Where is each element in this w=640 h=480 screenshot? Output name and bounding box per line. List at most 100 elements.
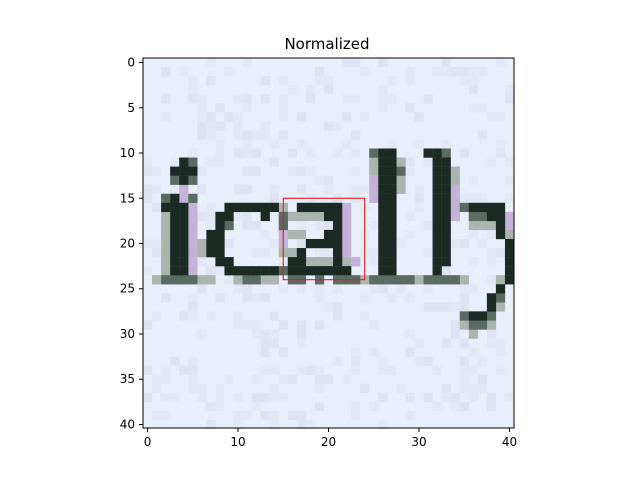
x-tick-label: 40 — [502, 435, 517, 449]
heatmap-cell — [314, 76, 325, 86]
heatmap-cell-light — [495, 275, 506, 285]
heatmap-cell-ink — [387, 157, 397, 167]
heatmap-cell-mid — [477, 211, 488, 222]
heatmap-cell — [369, 401, 379, 412]
heatmap-cell — [333, 356, 343, 366]
heatmap-cell-mid — [188, 157, 198, 167]
heatmap-cell-ink — [468, 311, 479, 321]
heatmap-cell — [143, 320, 153, 330]
heatmap-cell — [161, 392, 171, 403]
heatmap-cell — [161, 365, 171, 375]
heatmap-cell-ink — [387, 184, 397, 194]
heatmap-cell — [378, 419, 388, 430]
heatmap-cell-ink — [179, 238, 189, 249]
heatmap-cell — [305, 166, 316, 176]
heatmap-cell-ink — [333, 220, 343, 231]
heatmap-cell — [287, 85, 298, 95]
heatmap-cell — [414, 356, 424, 366]
heatmap-cell — [387, 139, 397, 149]
heatmap-cell — [459, 302, 469, 312]
heatmap-cell-tint — [179, 184, 189, 194]
heatmap-cell-light — [486, 320, 497, 330]
heatmap-cell-ink — [323, 266, 334, 276]
heatmap-cell — [459, 148, 469, 158]
heatmap-cell — [369, 257, 379, 267]
heatmap-cell-ink — [432, 220, 442, 231]
heatmap-cell — [260, 229, 270, 240]
heatmap-cell — [477, 103, 488, 113]
heatmap-cell — [188, 365, 198, 375]
heatmap-cell — [441, 338, 451, 348]
heatmap-cell-mid — [396, 275, 406, 285]
heatmap-cell — [215, 392, 225, 403]
heatmap-cell — [224, 112, 234, 122]
heatmap-cell — [486, 112, 497, 122]
heatmap-cell — [143, 184, 153, 194]
heatmap-cell — [333, 311, 343, 321]
heatmap-cell-ink — [378, 175, 388, 185]
heatmap-cell — [450, 302, 460, 312]
heatmap-cell-ink — [495, 284, 506, 294]
heatmap-cell — [468, 365, 479, 375]
heatmap-cell — [414, 139, 424, 149]
heatmap-cell — [170, 392, 180, 403]
heatmap-cell-mid — [251, 275, 261, 285]
heatmap-cell — [360, 311, 370, 321]
heatmap-cell-ink — [296, 202, 307, 213]
heatmap-cell — [242, 220, 252, 231]
heatmap-cell-ink — [314, 238, 325, 249]
heatmap-cell-ink — [432, 148, 442, 158]
heatmap-cell — [468, 193, 479, 203]
heatmap-cell — [233, 419, 243, 430]
heatmap-cell-light — [495, 302, 506, 312]
heatmap-cell — [152, 184, 162, 194]
heatmap-cell — [342, 58, 352, 68]
heatmap-cell — [233, 94, 243, 104]
heatmap-cell — [242, 284, 252, 294]
heatmap-cell-mid — [405, 275, 415, 285]
heatmap-cell-ink — [387, 148, 397, 158]
heatmap-cell-mid — [495, 293, 506, 303]
heatmap-cell — [260, 248, 270, 258]
heatmap-cell — [405, 76, 415, 86]
heatmap-cell — [197, 121, 207, 131]
heatmap-cell — [378, 103, 388, 113]
heatmap-cell-ink — [179, 266, 189, 276]
heatmap-cell — [242, 410, 252, 421]
heatmap-cell-light — [161, 266, 171, 276]
heatmap-cell-ink — [378, 202, 388, 213]
heatmap-cell — [251, 329, 261, 339]
heatmap-cell — [423, 302, 433, 312]
heatmap-cell — [179, 67, 189, 77]
heatmap-cell-ink — [378, 238, 388, 249]
heatmap-cell — [486, 248, 497, 258]
heatmap-cell-tint — [450, 202, 460, 213]
heatmap-cell-tint — [342, 229, 352, 240]
heatmap-cell — [459, 356, 469, 366]
heatmap-cell — [296, 184, 307, 194]
heatmap-cell — [405, 157, 415, 167]
heatmap-cell — [495, 347, 506, 357]
heatmap-cell — [242, 166, 252, 176]
heatmap-cell — [269, 392, 279, 403]
heatmap-cell-ink — [387, 257, 397, 267]
heatmap-cell — [269, 311, 279, 321]
heatmap-cell-ink — [504, 248, 515, 258]
heatmap-cell — [206, 211, 216, 222]
heatmap-cell — [278, 284, 288, 294]
heatmap-cell — [323, 302, 334, 312]
heatmap-cell — [278, 347, 288, 357]
heatmap-cell-ink — [378, 257, 388, 267]
heatmap-cell-ink — [170, 238, 180, 249]
heatmap-cell — [423, 284, 433, 294]
heatmap-cell-mid — [450, 275, 460, 285]
heatmap-cell-ink — [224, 266, 234, 276]
heatmap-cell — [233, 284, 243, 294]
heatmap-cell — [495, 248, 506, 258]
heatmap-cell-ink — [251, 202, 261, 213]
heatmap-cell — [450, 320, 460, 330]
heatmap-cell — [260, 329, 270, 339]
heatmap-image — [143, 58, 515, 430]
heatmap-cell-ink — [215, 211, 225, 222]
heatmap-cell — [314, 383, 325, 394]
